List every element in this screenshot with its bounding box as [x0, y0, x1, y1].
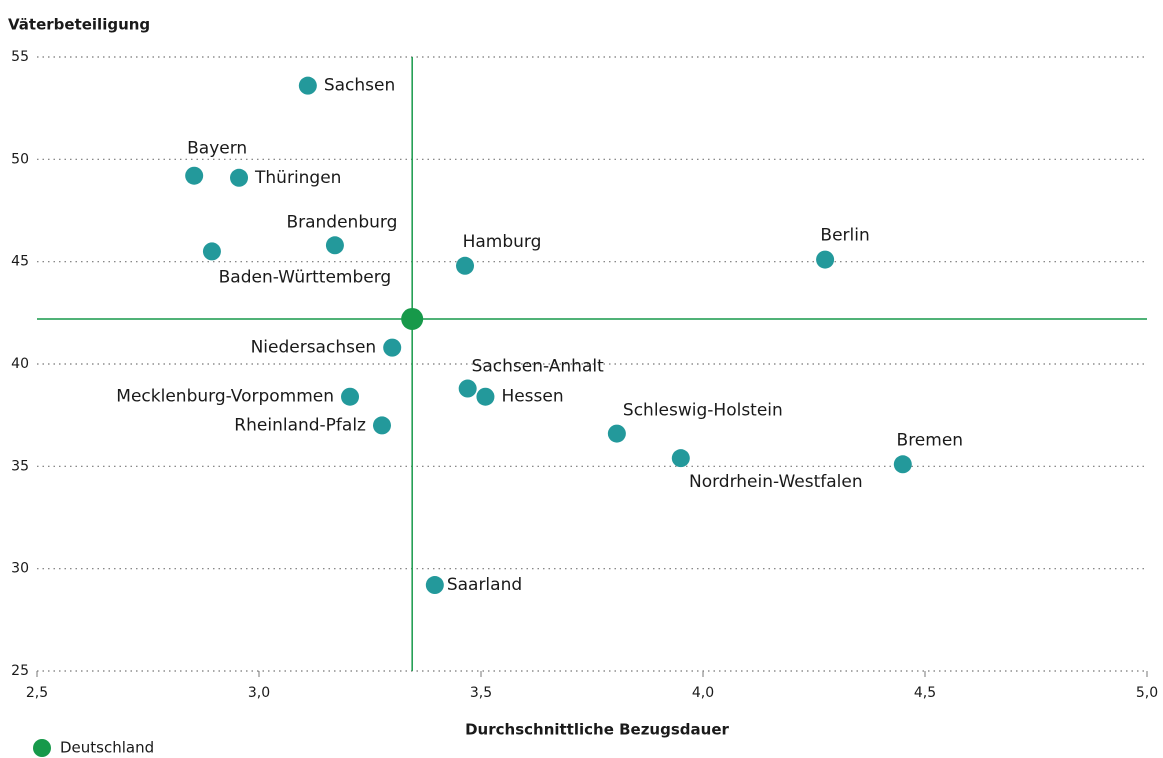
- point-label: Schleswig-Holstein: [623, 401, 783, 421]
- point: [185, 166, 204, 185]
- x-axis-title: Durchschnittliche Bezugsdauer: [465, 721, 729, 739]
- legend-marker: [33, 739, 51, 757]
- reference-point: [401, 307, 424, 330]
- point: [383, 338, 402, 357]
- x-tick-label: 3,0: [248, 685, 270, 701]
- point: [476, 387, 495, 406]
- y-tick-label: 30: [11, 561, 29, 577]
- point-label: Sachsen: [324, 76, 395, 96]
- point-label: Brandenburg: [286, 212, 397, 232]
- point-label: Rheinland-Pfalz: [234, 415, 366, 435]
- point-label: Nordrhein-Westfalen: [689, 472, 863, 492]
- point-label: Thüringen: [254, 168, 341, 188]
- point: [372, 416, 391, 435]
- point: [425, 576, 444, 595]
- y-tick-label: 45: [11, 254, 29, 270]
- legend-label: Deutschland: [60, 739, 154, 757]
- point: [230, 168, 249, 187]
- point: [341, 387, 360, 406]
- point-label: Niedersachsen: [251, 338, 377, 358]
- x-tick-label: 5,0: [1136, 685, 1158, 701]
- y-tick-label: 55: [11, 49, 29, 65]
- y-tick-label: 25: [11, 663, 29, 679]
- x-tick-label: 4,0: [692, 685, 714, 701]
- y-axis-title: Väterbeteiligung: [8, 16, 150, 34]
- x-tick-label: 2,5: [26, 685, 48, 701]
- point: [202, 242, 221, 261]
- x-tick-label: 3,5: [470, 685, 492, 701]
- point: [456, 256, 475, 275]
- point: [298, 76, 317, 95]
- x-tick-label: 4,5: [914, 685, 936, 701]
- y-tick-label: 50: [11, 151, 29, 167]
- point-label: Baden-Württemberg: [219, 267, 392, 287]
- point: [816, 250, 835, 269]
- point-label: Mecklenburg-Vorpommen: [116, 387, 334, 407]
- y-tick-label: 40: [11, 356, 29, 372]
- point-label: Hamburg: [463, 232, 542, 252]
- point: [458, 379, 477, 398]
- point-label: Bayern: [187, 139, 247, 159]
- point-label: Hessen: [501, 387, 563, 407]
- y-tick-label: 35: [11, 458, 29, 474]
- point-label: Saarland: [447, 575, 522, 595]
- point: [671, 449, 690, 468]
- point-label: Bremen: [897, 430, 964, 450]
- point-label: Sachsen-Anhalt: [472, 357, 604, 377]
- point-label: Berlin: [820, 226, 869, 246]
- point: [325, 236, 344, 255]
- point: [893, 455, 912, 474]
- point: [607, 424, 626, 443]
